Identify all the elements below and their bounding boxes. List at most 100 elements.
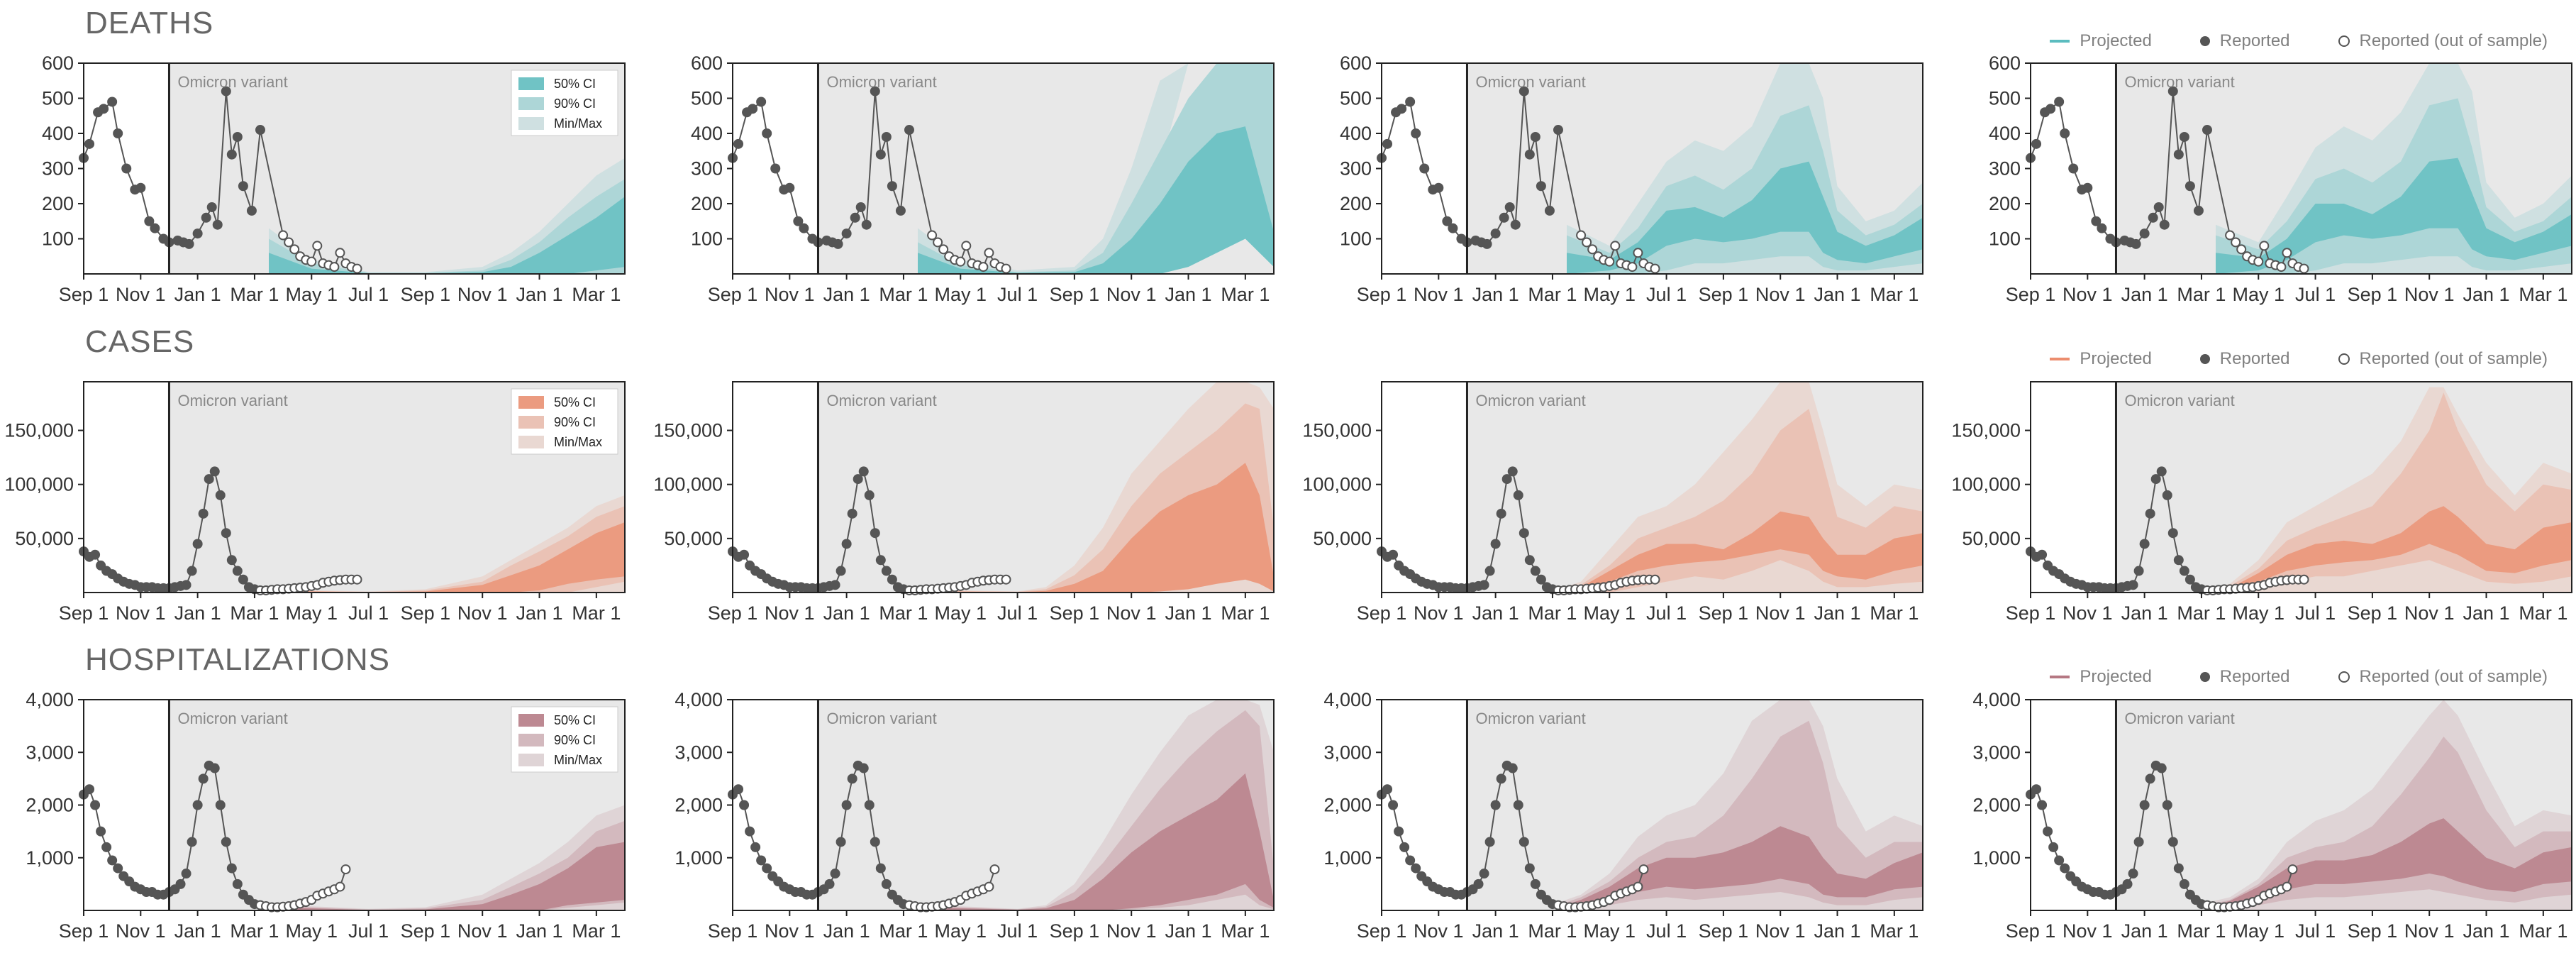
reported-point — [2122, 878, 2133, 889]
x-tick-label: Sep 1 — [2006, 920, 2056, 942]
y-tick-label: 50,000 — [15, 528, 74, 549]
oos-point — [984, 248, 994, 258]
oos-point — [284, 237, 294, 248]
x-tick-label: May 1 — [285, 284, 338, 305]
reported-point — [232, 878, 243, 889]
x-tick-label: Jan 1 — [1165, 284, 1211, 305]
x-tick-label: Sep 1 — [1699, 602, 1749, 624]
reported-point — [870, 837, 880, 847]
x-tick-label: Jan 1 — [1472, 284, 1519, 305]
x-tick-label: Mar 1 — [572, 284, 621, 305]
y-tick-label: 150,000 — [653, 420, 723, 441]
reported-point — [206, 202, 217, 212]
x-tick-label: Mar 1 — [1870, 284, 1919, 305]
oos-point — [2259, 241, 2270, 251]
ci-legend-label: 90% CI — [554, 415, 596, 429]
x-tick-label: Nov 1 — [457, 284, 508, 305]
x-tick-label: Mar 1 — [879, 920, 928, 942]
x-tick-label: May 1 — [934, 920, 987, 942]
x-tick-label: Sep 1 — [401, 920, 451, 942]
ci90-band — [269, 179, 625, 274]
x-tick-label: Nov 1 — [2404, 920, 2455, 942]
reported-point — [1482, 238, 1492, 249]
reported-line — [1381, 91, 1655, 270]
x-tick-label: Mar 1 — [2519, 602, 2567, 624]
hospitalizations-panel-4: Omicron variant 1,000 2,000 3,000 4,000 Sep 1… — [1972, 689, 2572, 942]
reported-point — [1507, 763, 1518, 773]
reported-point — [1536, 181, 1546, 192]
oos-dot-swatch — [2338, 353, 2350, 365]
reported-point — [1484, 566, 1495, 576]
oos-point — [1604, 256, 1615, 267]
reported-point — [750, 842, 761, 852]
reported-point — [762, 863, 772, 874]
x-tick-label: Jul 1 — [997, 602, 1038, 624]
y-tick-label: 2,000 — [1972, 795, 2021, 816]
oos-point — [2282, 248, 2292, 258]
ci50-band — [909, 773, 1274, 910]
y-tick-label: 100,000 — [4, 474, 74, 495]
reported-point — [1536, 574, 1546, 585]
oos-point — [1001, 574, 1011, 585]
x-tick-label: Jul 1 — [997, 920, 1038, 942]
plot-area: Omicron variant 1,000 2,000 3,000 4,000 Sep 1… — [674, 689, 1275, 942]
reported-point — [221, 837, 231, 847]
reported-point — [255, 125, 265, 136]
reported-line — [2030, 91, 2304, 270]
reported-point — [847, 773, 857, 784]
deaths-panel-3: Omicron variant 100 200 300 400 500 600 Sep 1 No… — [1340, 53, 1923, 305]
reported-point — [2159, 219, 2170, 230]
y-tick-label: 600 — [1340, 53, 1372, 74]
x-tick-label: Jul 1 — [1646, 284, 1687, 305]
reported-point — [1411, 863, 1421, 874]
y-tick-label: 100 — [1989, 228, 2021, 250]
ci50-band — [260, 842, 625, 910]
omicron-annotation: Omicron variant — [826, 73, 936, 91]
reported-point — [175, 878, 186, 889]
reported-point — [1501, 474, 1512, 485]
reported-point — [855, 202, 866, 212]
oos-point — [2287, 864, 2298, 875]
projected-label: Projected — [2080, 667, 2152, 686]
reported-point — [1479, 580, 1489, 590]
x-tick-label: Nov 1 — [1414, 284, 1464, 305]
x-tick-label: Mar 1 — [2519, 284, 2567, 305]
reported-point — [1388, 549, 1399, 560]
y-tick-label: 50,000 — [1962, 528, 2021, 549]
reported-point — [2184, 574, 2195, 585]
reported-point — [1473, 878, 1484, 889]
x-tick-label: Sep 1 — [1050, 920, 1100, 942]
y-tick-label: 100 — [42, 228, 74, 250]
reported-point — [1510, 219, 1521, 230]
projected-line-swatch — [2050, 40, 2070, 43]
reported-point — [830, 869, 840, 879]
reported-point — [2162, 490, 2172, 500]
reported-point — [1519, 528, 1529, 539]
reported-point — [1484, 837, 1495, 847]
reported-point — [1479, 869, 1489, 879]
x-tick-label: Jul 1 — [2295, 284, 2336, 305]
oos-point — [1576, 230, 1587, 241]
x-tick-label: Mar 1 — [230, 602, 279, 624]
reported-point — [887, 574, 897, 585]
x-tick-label: Sep 1 — [401, 284, 451, 305]
plot-frame — [2030, 381, 2572, 593]
reported-point — [1530, 878, 1540, 889]
reported-point — [2153, 202, 2164, 212]
reported-point — [198, 508, 209, 519]
x-tick-label: Mar 1 — [1528, 602, 1577, 624]
plot-area: Omicron variant 100 200 300 400 500 600 Sep 1 No… — [1340, 53, 1923, 305]
reported-point — [875, 863, 886, 874]
reported-point — [853, 474, 863, 485]
x-tick-label: Mar 1 — [572, 920, 621, 942]
reported-point — [2179, 131, 2189, 142]
deaths-legend: Projected Reported Reported (out of samp… — [2050, 31, 2548, 51]
y-tick-label: 3,000 — [1323, 742, 1372, 763]
reported-point — [875, 555, 886, 566]
reported-point — [2179, 566, 2189, 576]
x-tick-label: Mar 1 — [2177, 284, 2226, 305]
omicron-annotation: Omicron variant — [177, 392, 287, 409]
x-tick-label: Mar 1 — [879, 602, 928, 624]
x-tick-label: Jan 1 — [2121, 284, 2168, 305]
reported-point — [2037, 800, 2048, 810]
